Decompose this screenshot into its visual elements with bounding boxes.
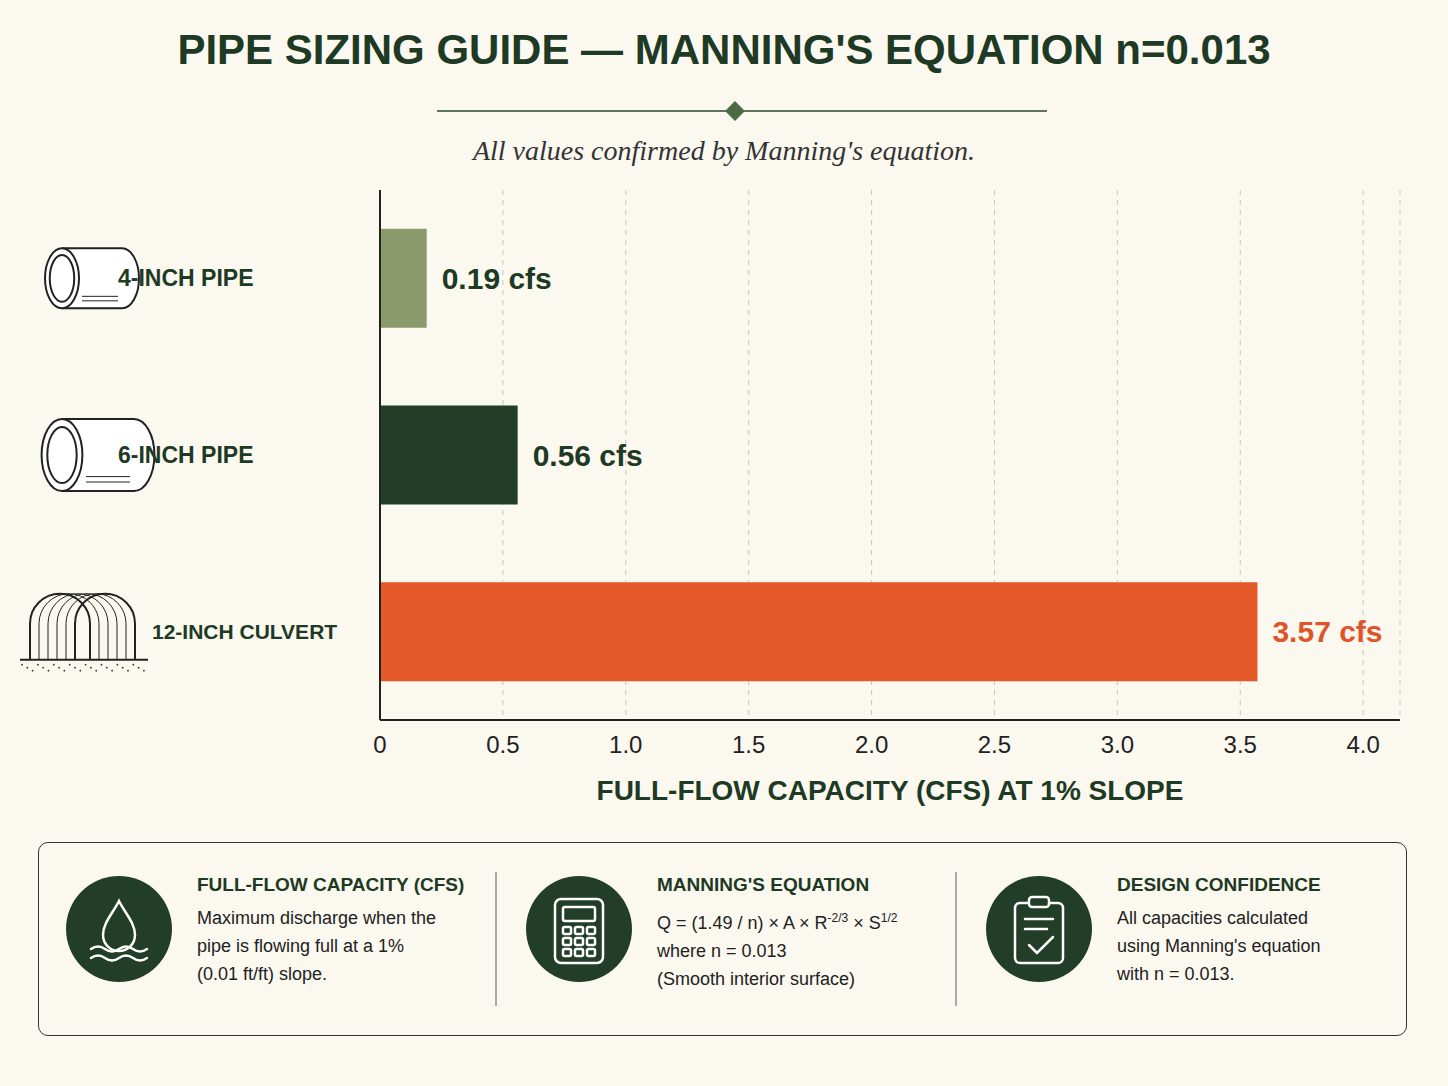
svg-text:6-INCH PIPE: 6-INCH PIPE [118, 442, 253, 468]
svg-text:0.56 cfs: 0.56 cfs [533, 439, 643, 472]
svg-text:4-INCH PIPE: 4-INCH PIPE [118, 265, 253, 291]
html-text:All capacities calculated: All capacities calculated [1117, 908, 1309, 928]
html-text:PIPE SIZING GUIDE — MANNING'S: PIPE SIZING GUIDE — MANNING'S EQUATION n… [177, 26, 1271, 73]
svg-text:2.0: 2.0 [855, 731, 888, 758]
html-text:DESIGN CONFIDENCE: DESIGN CONFIDENCE [1117, 874, 1321, 895]
svg-text:1.5: 1.5 [732, 731, 765, 758]
html-text:MANNING'S EQUATION: MANNING'S EQUATION [657, 874, 870, 895]
svg-text:0.19 cfs: 0.19 cfs [442, 262, 552, 295]
svg-text:0: 0 [373, 731, 386, 758]
html-text:All values confirmed by Mannin: All values confirmed by Manning's equati… [472, 135, 976, 166]
svg-text:3.57 cfs: 3.57 cfs [1272, 615, 1382, 648]
svg-text:3.0: 3.0 [1101, 731, 1134, 758]
html-text:pipe is flowing full at a 1%: pipe is flowing full at a 1% [197, 936, 405, 956]
html-text:with n = 0.013.: with n = 0.013. [1117, 964, 1235, 984]
html-text:Q = (1.49 / n) × A × R-2/3× S1: Q = (1.49 / n) × A × R-2/3× S1/2 [657, 911, 898, 933]
svg-text:12-INCH CULVERT: 12-INCH CULVERT [152, 620, 337, 643]
html-text:FULL-FLOW CAPACITY (CFS): FULL-FLOW CAPACITY (CFS) [197, 874, 465, 895]
svg-text:0.5: 0.5 [486, 731, 519, 758]
html-text:using Manning's equation: using Manning's equation [1117, 936, 1321, 956]
html-text:where n = 0.013: where n = 0.013 [657, 941, 787, 961]
html-text:Maximum discharge when the: Maximum discharge when the [197, 908, 437, 928]
svg-text:1.0: 1.0 [609, 731, 642, 758]
svg-text:4.0: 4.0 [1346, 731, 1379, 758]
svg-text:FULL-FLOW CAPACITY (CFS) AT 1%: FULL-FLOW CAPACITY (CFS) AT 1% SLOPE [597, 775, 1184, 806]
html-text:(Smooth interior surface): (Smooth interior surface) [657, 969, 856, 989]
svg-text:2.5: 2.5 [978, 731, 1011, 758]
html-text:(0.01 ft/ft) slope.: (0.01 ft/ft) slope. [197, 964, 328, 984]
svg-text:3.5: 3.5 [1224, 731, 1257, 758]
